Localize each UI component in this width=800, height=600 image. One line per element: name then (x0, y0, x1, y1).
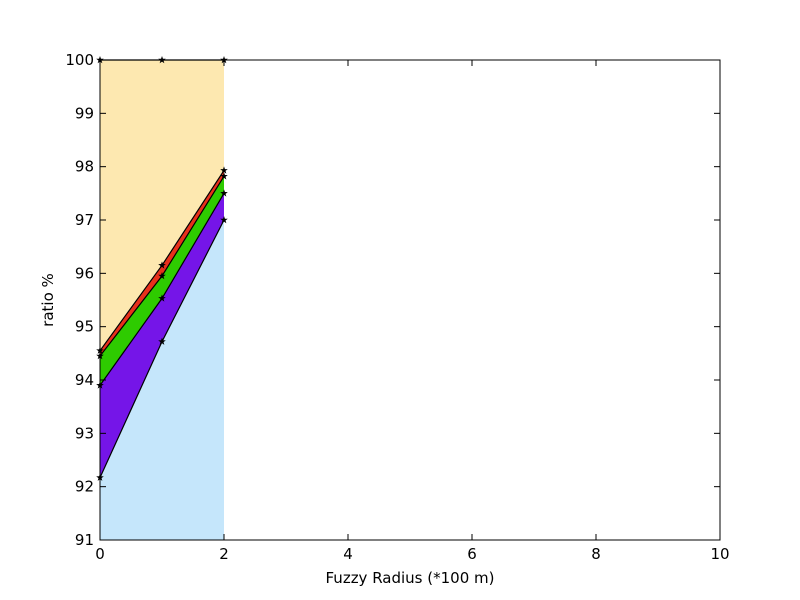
y-tick-label: 91 (75, 531, 94, 549)
x-axis: 0 2 4 6 8 10 (95, 60, 730, 563)
area-band-1 (100, 220, 224, 540)
y-tick-label: 93 (75, 424, 94, 442)
data-point-s4-2 (158, 261, 166, 269)
y-tick-label: 100 (65, 51, 94, 69)
y-tick-label: 96 (75, 264, 94, 282)
data-point-s3-2 (158, 272, 166, 280)
y-axis: 91 92 93 94 95 96 97 98 99 100 (65, 51, 720, 549)
y-tick-label: 99 (75, 104, 94, 122)
y-axis-label: ratio % (39, 273, 57, 327)
data-point-s2-3 (220, 189, 228, 197)
y-tick-label: 92 (75, 478, 94, 496)
x-tick-label: 2 (219, 545, 229, 563)
x-tick-label: 0 (95, 545, 105, 563)
x-axis-label: Fuzzy Radius (*100 m) (326, 569, 495, 587)
data-point-s3-3 (220, 172, 228, 180)
plot-frame (99, 59, 721, 541)
data-point-s1-3 (220, 216, 228, 224)
y-tick-label: 97 (75, 211, 94, 229)
x-tick-label: 8 (591, 545, 601, 563)
data-point-s4-3 (220, 166, 228, 174)
y-tick-label: 98 (75, 158, 94, 176)
series-layer (99, 59, 225, 540)
y-tick-label: 95 (75, 318, 94, 336)
area-band-4 (100, 170, 224, 356)
area-band-5 (100, 60, 224, 351)
area-band-3 (100, 176, 224, 386)
data-point-s2-2 (158, 294, 166, 302)
y-tick-label: 94 (75, 371, 94, 389)
area-band-2 (100, 193, 224, 478)
x-tick-label: 6 (467, 545, 477, 563)
data-point-s1-2 (158, 337, 166, 345)
x-tick-label: 10 (710, 545, 729, 563)
x-tick-label: 4 (343, 545, 353, 563)
